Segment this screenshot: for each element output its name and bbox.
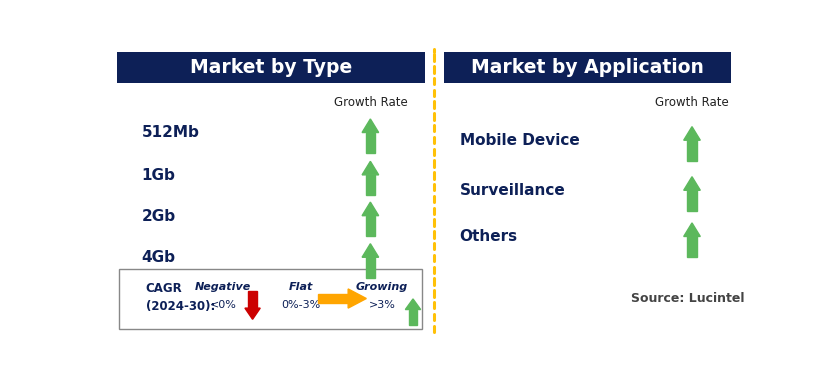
Text: 0%-3%: 0%-3% <box>281 300 321 311</box>
Polygon shape <box>362 202 379 216</box>
Bar <box>117 52 424 83</box>
Text: <0%: <0% <box>209 300 236 311</box>
Text: Growth Rate: Growth Rate <box>334 96 407 109</box>
Polygon shape <box>366 216 375 236</box>
Polygon shape <box>366 133 375 153</box>
Polygon shape <box>684 177 700 190</box>
Polygon shape <box>405 299 421 309</box>
Text: Flat: Flat <box>288 282 313 292</box>
Text: Surveillance: Surveillance <box>460 183 565 198</box>
Bar <box>119 269 422 329</box>
Polygon shape <box>687 236 696 257</box>
Polygon shape <box>362 119 379 133</box>
Text: 4Gb: 4Gb <box>142 250 176 265</box>
Polygon shape <box>684 127 700 140</box>
Text: Others: Others <box>460 229 517 244</box>
Text: CAGR: CAGR <box>146 282 182 295</box>
Polygon shape <box>349 289 367 308</box>
Polygon shape <box>362 244 379 257</box>
Text: 1Gb: 1Gb <box>142 168 176 183</box>
Text: >3%: >3% <box>368 300 396 311</box>
Text: 512Mb: 512Mb <box>142 126 199 141</box>
Polygon shape <box>687 190 696 211</box>
Text: Growing: Growing <box>356 282 408 292</box>
Polygon shape <box>684 223 700 236</box>
Polygon shape <box>248 291 257 308</box>
Text: (2024-30):: (2024-30): <box>146 300 215 313</box>
Text: Market by Type: Market by Type <box>190 58 352 77</box>
Text: 2Gb: 2Gb <box>142 209 176 224</box>
Text: Mobile Device: Mobile Device <box>460 133 579 148</box>
Polygon shape <box>687 140 696 160</box>
Text: Source: Lucintel: Source: Lucintel <box>631 292 745 305</box>
Polygon shape <box>366 175 375 195</box>
Text: Market by Application: Market by Application <box>471 58 704 77</box>
Polygon shape <box>245 308 260 319</box>
Polygon shape <box>362 161 379 175</box>
Polygon shape <box>366 257 375 278</box>
Polygon shape <box>409 309 417 326</box>
Polygon shape <box>318 294 349 303</box>
Text: Growth Rate: Growth Rate <box>655 96 729 109</box>
Bar <box>444 52 731 83</box>
Text: Negative: Negative <box>195 282 251 292</box>
